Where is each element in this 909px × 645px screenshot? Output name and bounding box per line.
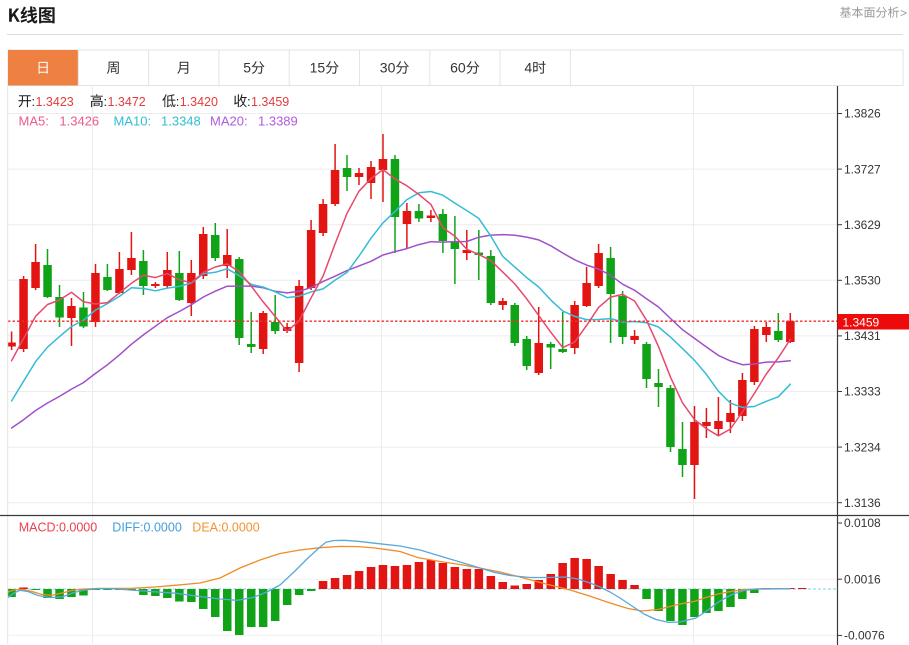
svg-text:MA5: 1.3426: MA5: 1.3426: [19, 113, 100, 128]
svg-text:0.0108: 0.0108: [844, 516, 881, 530]
svg-text::: :: [176, 94, 180, 109]
svg-text::: :: [247, 94, 251, 109]
svg-text:1.3420: 1.3420: [180, 95, 218, 109]
svg-text:0.0016: 0.0016: [844, 572, 881, 586]
svg-text:1.3459: 1.3459: [843, 315, 880, 329]
svg-text:1.3826: 1.3826: [844, 107, 881, 121]
svg-text:MACD:0.0000: MACD:0.0000: [19, 521, 98, 535]
svg-text:1.3727: 1.3727: [844, 162, 881, 176]
svg-text:1.3234: 1.3234: [844, 440, 881, 454]
svg-text:DIFF:0.0000: DIFF:0.0000: [112, 521, 182, 535]
svg-text:1.3459: 1.3459: [251, 95, 289, 109]
svg-text:15: 15: [310, 60, 326, 76]
svg-text:4: 4: [524, 60, 532, 76]
svg-text:1.3472: 1.3472: [108, 95, 146, 109]
svg-text:-0.0076: -0.0076: [844, 629, 885, 643]
svg-text:30: 30: [380, 60, 396, 76]
svg-text::: :: [32, 94, 36, 109]
svg-text::: :: [104, 94, 108, 109]
svg-text:5: 5: [243, 60, 251, 76]
svg-text:>: >: [900, 6, 907, 20]
svg-text:60: 60: [450, 60, 466, 76]
svg-text:DEA:0.0000: DEA:0.0000: [192, 521, 259, 535]
svg-text:1.3136: 1.3136: [844, 496, 881, 510]
svg-text:1.3431: 1.3431: [844, 329, 881, 343]
svg-text:1.3629: 1.3629: [844, 218, 881, 232]
svg-text:1.3530: 1.3530: [844, 274, 881, 288]
svg-text:1.3423: 1.3423: [36, 95, 74, 109]
svg-text:1.3333: 1.3333: [844, 385, 881, 399]
